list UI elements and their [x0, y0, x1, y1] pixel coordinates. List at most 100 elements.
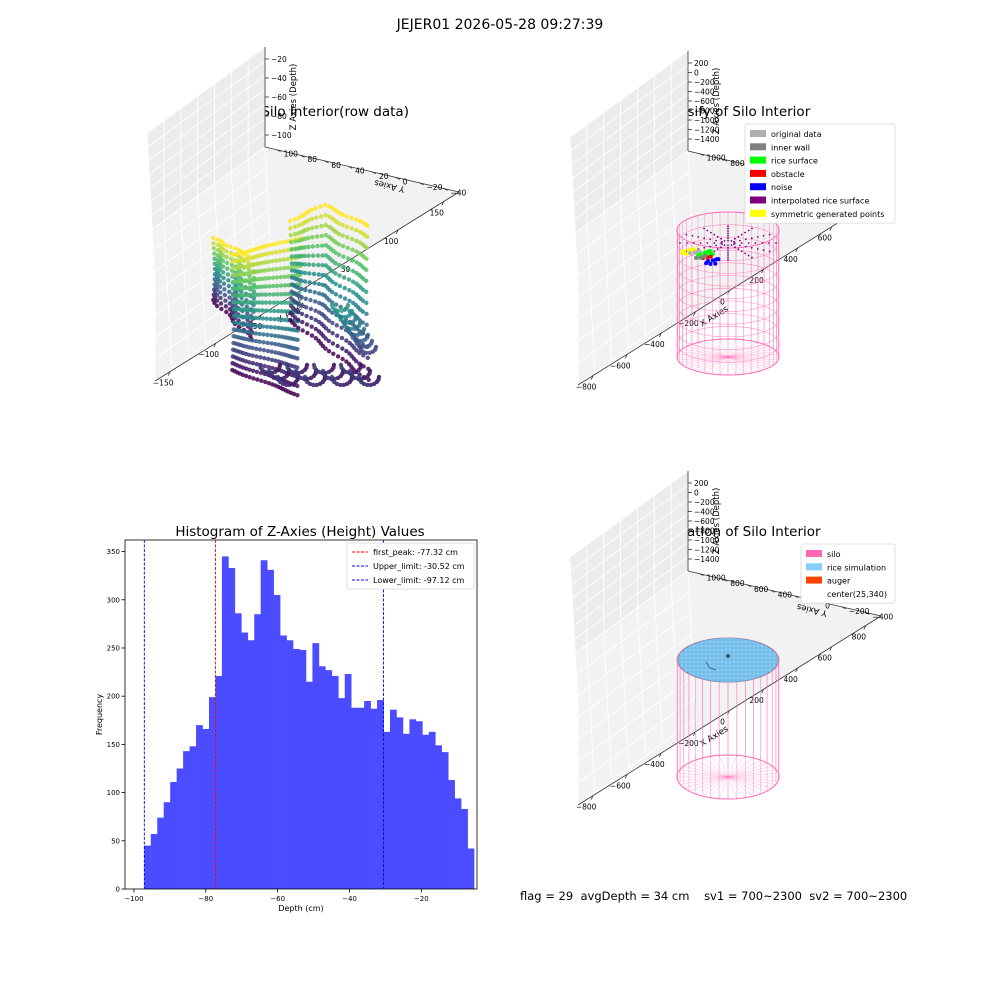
- raw-y-tick: [443, 188, 448, 191]
- classify-silo-spoke: [712, 356, 729, 375]
- histogram-bar: [331, 675, 339, 889]
- raw-point: [319, 223, 324, 229]
- classify-interpolated-point: [713, 242, 716, 244]
- classify-y-tick: [699, 153, 704, 157]
- classify-gridline: [570, 171, 690, 259]
- classify-point: [698, 255, 703, 260]
- raw-point: [227, 289, 232, 294]
- simulation-y-tick-label: 0: [825, 601, 830, 610]
- raw-point: [318, 214, 324, 219]
- raw-point: [225, 272, 231, 277]
- classify-silo-spoke: [727, 351, 777, 358]
- simulation-silo-spoke: [680, 776, 729, 785]
- raw-point: [309, 333, 315, 338]
- histogram-bar: [189, 746, 197, 889]
- raw-point: [292, 315, 298, 320]
- raw-point: [222, 292, 228, 298]
- simulation-gridline: [569, 499, 689, 586]
- raw-point: [341, 254, 346, 259]
- raw-point: [273, 241, 278, 246]
- raw-point: [233, 246, 238, 251]
- raw-point: [359, 338, 364, 343]
- raw-y-tick: [300, 154, 305, 158]
- raw-point: [344, 348, 349, 354]
- simulation-x-tick-label: −200: [678, 739, 699, 748]
- raw-point: [293, 231, 298, 237]
- classify-interpolated-point: [733, 243, 735, 246]
- raw-point: [315, 253, 321, 258]
- raw-point: [340, 356, 345, 362]
- classify-legend-swatch: [750, 209, 766, 217]
- raw-point: [234, 272, 239, 277]
- raw-point: [308, 375, 314, 381]
- histogram-bar: [183, 751, 190, 889]
- histogram-legend-label: Lower_limit: -97.12 cm: [373, 576, 465, 585]
- classify-interpolated-point: [727, 249, 729, 252]
- raw-point: [316, 281, 322, 287]
- simulation-y-tick-label: −400: [873, 612, 894, 621]
- raw-point: [263, 292, 268, 297]
- raw-y-tick: [324, 160, 329, 164]
- raw-point: [330, 289, 335, 295]
- classify-x-tick: [761, 269, 764, 274]
- raw-point: [268, 316, 273, 322]
- histogram-bar: [260, 560, 268, 889]
- histogram-bar: [390, 709, 397, 889]
- raw-pane: [147, 47, 265, 233]
- classify-interpolated-point: [706, 242, 709, 244]
- raw-point: [266, 364, 271, 370]
- raw-x-tick-label: −100: [198, 350, 219, 359]
- raw-point: [276, 317, 281, 322]
- classify-gridline: [575, 256, 694, 344]
- raw-point: [366, 377, 371, 382]
- raw-point: [274, 266, 279, 272]
- raw-gridline: [146, 46, 266, 134]
- simulation-z-tick-label: −1400: [694, 555, 720, 564]
- raw-point: [224, 309, 229, 315]
- raw-point: [279, 292, 284, 297]
- classify-x-axis-label: X Axies: [698, 304, 730, 329]
- raw-point: [323, 202, 328, 208]
- raw-point: [278, 283, 284, 288]
- raw-point: [272, 308, 277, 314]
- raw-point: [341, 382, 346, 388]
- raw-gridline: [146, 146, 266, 234]
- raw-point: [211, 241, 216, 246]
- histogram-bar: [254, 614, 261, 889]
- raw-point: [281, 375, 287, 381]
- raw-point: [297, 282, 302, 287]
- raw-point: [225, 266, 230, 271]
- raw-point: [357, 344, 363, 350]
- raw-point: [313, 308, 318, 313]
- flag-value: flag = 29: [520, 889, 574, 903]
- raw-point: [218, 301, 224, 306]
- classify-gridline: [569, 79, 689, 166]
- raw-point: [237, 258, 243, 263]
- raw-point: [306, 226, 311, 232]
- raw-gridline: [146, 132, 266, 220]
- classify-interpolated-point: [703, 237, 706, 240]
- raw-point: [342, 296, 348, 301]
- histogram-x-tick-label: −20: [414, 895, 429, 903]
- raw-point: [309, 324, 314, 329]
- raw-point: [257, 362, 263, 368]
- classify-z-axis-label: Z Axies (Depth): [712, 68, 722, 135]
- raw-point: [336, 221, 342, 226]
- raw-point: [285, 248, 290, 253]
- simulation-x-tick-label: 0: [720, 718, 725, 727]
- histogram-bar: [305, 681, 313, 889]
- classify-legend-label: interpolated rice surface: [771, 197, 869, 206]
- raw-point: [302, 262, 308, 267]
- raw-point: [364, 278, 369, 283]
- raw-point: [299, 286, 304, 292]
- classify-interpolated-point: [727, 237, 729, 240]
- simulation-y-tick-label: −200: [849, 607, 870, 616]
- classify-silo-spoke: [719, 339, 729, 358]
- histogram-bar: [312, 643, 320, 889]
- classify-x-tick-label: −400: [644, 340, 665, 349]
- raw-point: [253, 308, 258, 313]
- simulation-silo-spoke: [718, 776, 729, 799]
- simulation-gridline: [573, 634, 692, 721]
- classify-legend-label: noise: [771, 183, 792, 192]
- raw-point: [293, 239, 298, 244]
